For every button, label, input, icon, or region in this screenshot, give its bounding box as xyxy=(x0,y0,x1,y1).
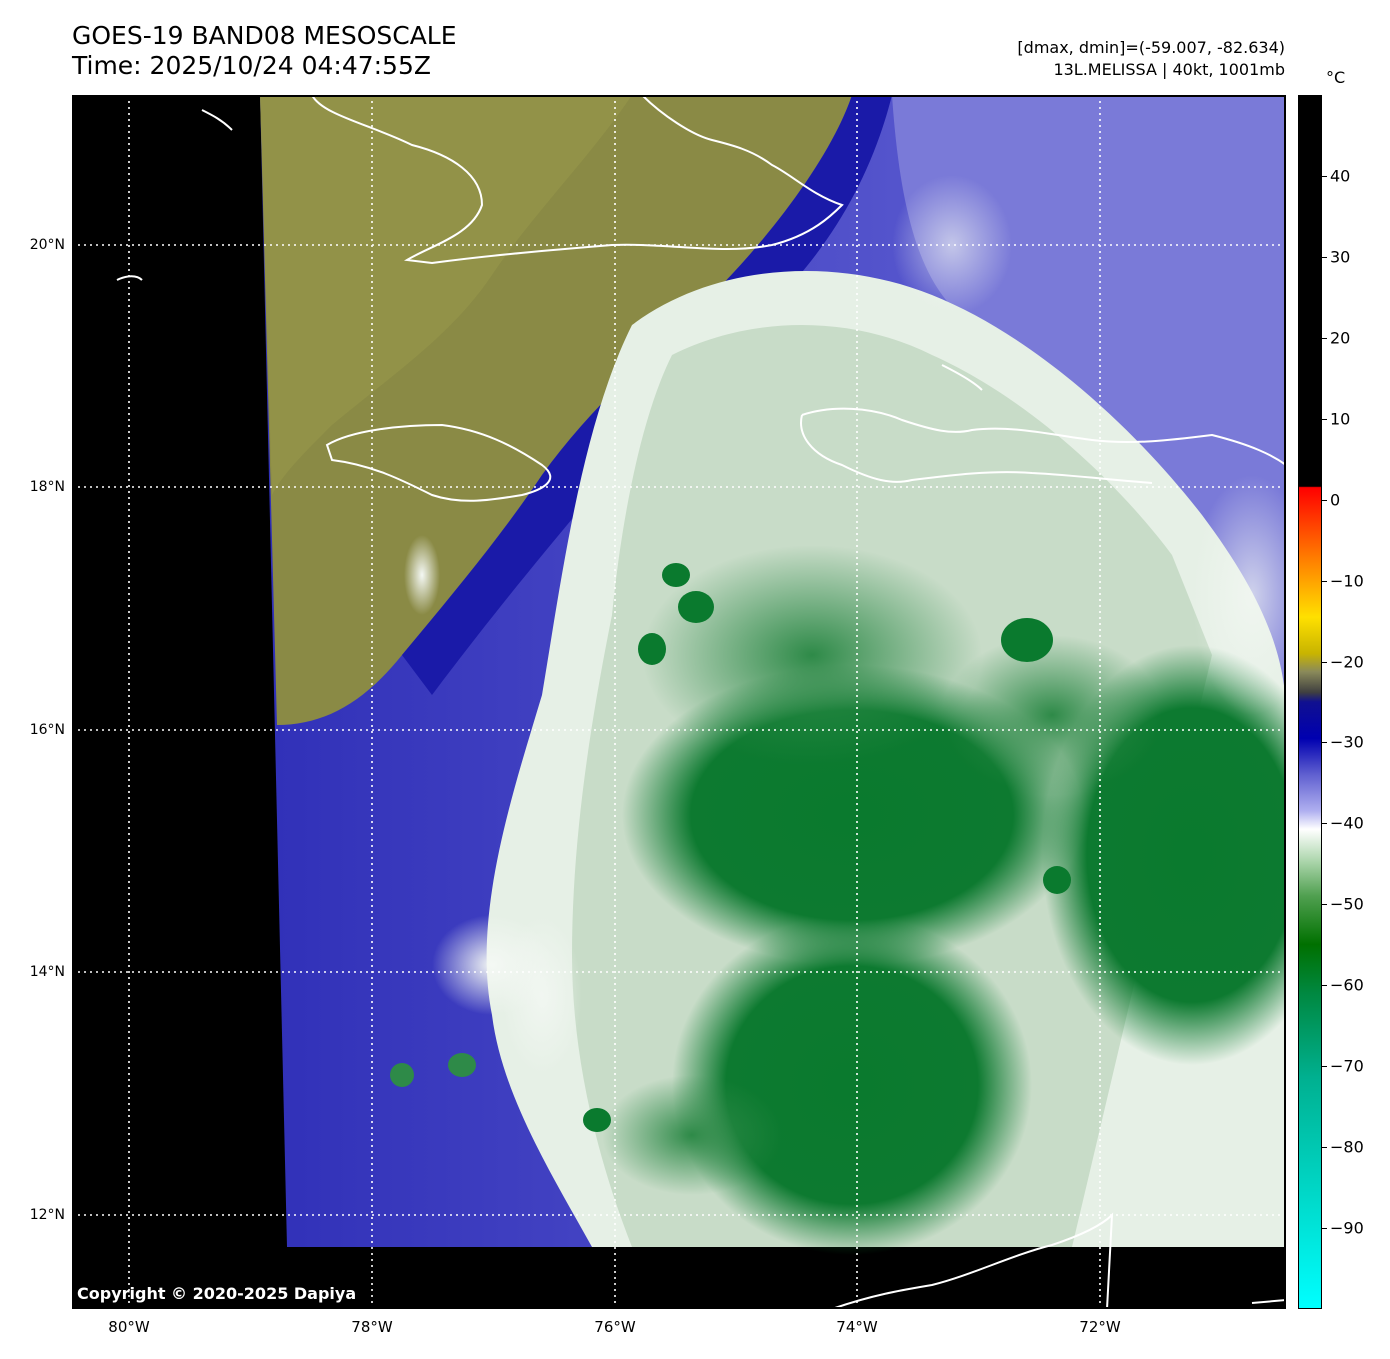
colorbar-tick-mark xyxy=(1322,256,1327,258)
colorbar-tick-mark xyxy=(1322,1228,1327,1230)
colorbar-tick-label: 40 xyxy=(1330,166,1351,186)
map-title: GOES-19 BAND08 MESOSCALE xyxy=(72,21,457,50)
copyright-label: Copyright © 2020-2025 Dapiya xyxy=(77,1284,357,1303)
lat-label-18n: 18°N xyxy=(29,479,65,495)
colorbar-tick-mark xyxy=(1322,175,1327,177)
colorbar-tick-mark xyxy=(1322,742,1327,744)
colorbar-tick-label: −10 xyxy=(1330,571,1364,591)
colorbar-tick-label: −30 xyxy=(1330,732,1364,752)
lat-label-14n: 14°N xyxy=(29,964,65,980)
coastlines xyxy=(116,95,1286,1309)
lon-label-76w: 76°W xyxy=(594,1318,636,1336)
colorbar-tick-mark xyxy=(1322,904,1327,906)
colorbar-tick-mark xyxy=(1322,418,1327,420)
lon-label-72w: 72°W xyxy=(1079,1318,1121,1336)
colorbar-tick-label: −90 xyxy=(1330,1218,1364,1238)
colorbar-tick-label: 0 xyxy=(1330,490,1341,510)
colorbar xyxy=(1298,95,1322,1309)
colorbar-tick-mark xyxy=(1322,337,1327,339)
lon-label-80w: 80°W xyxy=(108,1318,150,1336)
colorbar-tick-mark xyxy=(1322,661,1327,663)
data-range-label: [dmax, dmin]=(-59.007, -82.634) xyxy=(1017,38,1285,57)
colorbar-unit: °C xyxy=(1326,68,1346,87)
colorbar-tick-mark xyxy=(1322,1147,1327,1149)
colorbar-tick-label: −50 xyxy=(1330,894,1364,914)
lon-label-78w: 78°W xyxy=(351,1318,393,1336)
colorbar-tick-label: 10 xyxy=(1330,409,1351,429)
graticule xyxy=(72,95,1286,1309)
lat-label-16n: 16°N xyxy=(29,722,65,738)
colorbar-tick-mark xyxy=(1322,1066,1327,1068)
lat-label-12n: 12°N xyxy=(29,1207,65,1223)
colorbar-tick-mark xyxy=(1322,985,1327,987)
lon-label-74w: 74°W xyxy=(836,1318,878,1336)
colorbar-tick-label: 30 xyxy=(1330,247,1351,267)
colorbar-tick-label: −60 xyxy=(1330,975,1364,995)
colorbar-tick-mark xyxy=(1322,823,1327,825)
colorbar-tick-mark xyxy=(1322,580,1327,582)
lat-label-20n: 20°N xyxy=(29,237,65,253)
satellite-map xyxy=(72,95,1286,1309)
colorbar-tick-label: −70 xyxy=(1330,1056,1364,1076)
colorbar-tick-label: −40 xyxy=(1330,813,1364,833)
colorbar-tick-label: −20 xyxy=(1330,652,1364,672)
storm-info-label: 13L.MELISSA | 40kt, 1001mb xyxy=(1053,60,1285,79)
map-timestamp: Time: 2025/10/24 04:47:55Z xyxy=(72,51,431,80)
colorbar-tick-label: −80 xyxy=(1330,1137,1364,1157)
colorbar-tick-label: 20 xyxy=(1330,328,1351,348)
imagery-swath xyxy=(260,95,1286,1255)
colorbar-tick-mark xyxy=(1322,499,1327,501)
